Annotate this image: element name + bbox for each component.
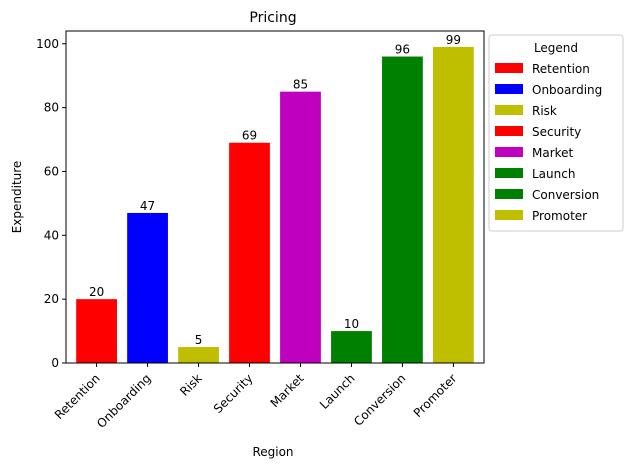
y-axis-label: Expenditure (10, 161, 24, 234)
legend-swatch-retention (495, 63, 523, 73)
legend-swatch-security (495, 126, 523, 136)
y-tick-label-60: 60 (44, 164, 59, 178)
data-label-risk: 5 (195, 333, 203, 347)
data-label-retention: 20 (89, 285, 104, 299)
legend-label-launch: Launch (532, 167, 575, 181)
y-tick-label-20: 20 (44, 292, 59, 306)
legend-title: Legend (534, 41, 578, 55)
data-label-conversion: 96 (395, 43, 410, 57)
bar-launch (331, 331, 372, 363)
data-label-launch: 10 (344, 317, 359, 331)
data-label-onboarding: 47 (140, 199, 155, 213)
legend-label-conversion: Conversion (532, 188, 599, 202)
bar-conversion (382, 56, 423, 363)
legend-label-market: Market (532, 146, 574, 160)
y-tick-label-100: 100 (36, 37, 59, 51)
bar-retention (76, 299, 117, 363)
legend-label-onboarding: Onboarding (532, 83, 602, 97)
y-tick-label-0: 0 (51, 356, 59, 370)
bar-security (229, 142, 270, 363)
bars-layer (76, 46, 474, 364)
data-label-security: 69 (242, 129, 257, 143)
data-labels-layer: 20 47 5 69 85 10 96 99 (89, 33, 461, 347)
bar-market (280, 91, 321, 364)
x-axis-label: Region (252, 445, 293, 459)
data-label-promoter: 99 (446, 33, 461, 47)
legend-label-risk: Risk (532, 104, 557, 118)
legend-swatch-launch (495, 168, 523, 178)
legend-swatch-market (495, 147, 523, 157)
legend-label-retention: Retention (532, 62, 590, 76)
bar-onboarding (127, 212, 168, 363)
data-label-market: 85 (293, 78, 308, 92)
legend-label-promoter: Promoter (532, 209, 587, 223)
legend: Legend Retention Onboarding Risk Security Ma… (488, 34, 624, 232)
legend-swatch-conversion (495, 189, 523, 199)
y-axis: 0 20 40 60 80 100 (36, 37, 66, 370)
legend-swatch-onboarding (495, 84, 523, 94)
legend-swatch-risk (495, 105, 523, 115)
bar-promoter (433, 46, 474, 364)
bar-risk (178, 347, 219, 363)
legend-entries: Retention Onboarding Risk Security Market Lau… (495, 62, 602, 223)
y-tick-label-40: 40 (44, 228, 59, 242)
legend-label-security: Security (532, 125, 581, 139)
chart-title: Pricing (249, 10, 296, 26)
y-tick-label-80: 80 (44, 101, 59, 115)
legend-swatch-promoter (495, 210, 523, 220)
plot-frame (65, 30, 485, 364)
